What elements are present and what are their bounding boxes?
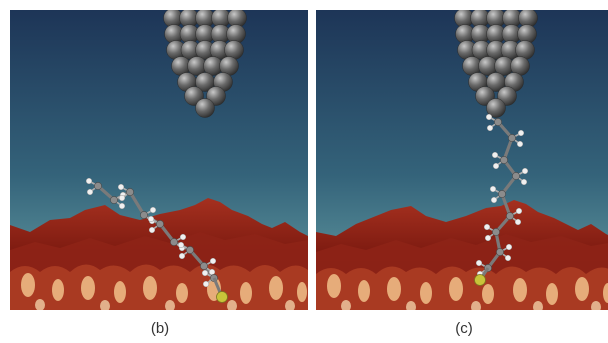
panel-b <box>10 10 308 310</box>
carbon-atom <box>512 172 520 180</box>
hydrogen-atom <box>148 226 156 234</box>
hydrogen-atom <box>85 177 93 185</box>
hydrogen-atom <box>208 268 216 276</box>
sulfur-atom <box>474 274 486 286</box>
afm-tip <box>163 10 247 118</box>
tip-atom <box>486 98 506 118</box>
carbon-atom <box>500 156 508 164</box>
hydrogen-atom <box>505 243 513 251</box>
hydrogen-atom <box>177 241 185 249</box>
hydrogen-atom <box>515 207 523 215</box>
hydrogen-atom <box>179 233 187 241</box>
carbon-atom <box>186 246 194 254</box>
molecule <box>474 113 529 286</box>
tip-atom <box>195 98 215 118</box>
panel-b-caption: (b) <box>150 320 170 337</box>
hydrogen-atom <box>504 254 512 262</box>
hydrogen-atom <box>209 257 217 265</box>
carbon-atom <box>498 190 506 198</box>
hydrogen-atom <box>517 129 525 137</box>
hydrogen-atom <box>486 124 494 132</box>
hydrogen-atom <box>492 162 500 170</box>
panel-c <box>316 10 608 310</box>
carbon-atom <box>110 196 118 204</box>
panel-c-scene <box>316 10 608 310</box>
hydrogen-atom <box>147 215 155 223</box>
carbon-atom <box>156 220 164 228</box>
hydrogen-atom <box>178 252 186 260</box>
hydrogen-atom <box>484 234 492 242</box>
hydrogen-atom <box>520 178 528 186</box>
afm-tip <box>454 10 538 118</box>
sulfur-atom <box>216 291 228 303</box>
hydrogen-atom <box>475 259 483 267</box>
hydrogen-atom <box>201 269 209 277</box>
carbon-atom <box>200 262 208 270</box>
carbon-atom <box>126 188 134 196</box>
carbon-atom <box>492 228 500 236</box>
carbon-atom <box>508 134 516 142</box>
hydrogen-atom <box>86 188 94 196</box>
hydrogen-atom <box>483 223 491 231</box>
hydrogen-atom <box>118 202 126 210</box>
panel-c-caption: (c) <box>455 320 473 337</box>
surface <box>10 198 308 310</box>
carbon-atom <box>170 238 178 246</box>
hydrogen-atom <box>117 183 125 191</box>
carbon-atom <box>494 118 502 126</box>
hydrogen-atom <box>202 280 210 288</box>
hydrogen-atom <box>118 194 126 202</box>
hydrogen-atom <box>491 151 499 159</box>
panel-b-scene <box>10 10 308 310</box>
carbon-atom <box>94 182 102 190</box>
hydrogen-atom <box>516 140 524 148</box>
carbon-atom <box>496 248 504 256</box>
molecule <box>85 177 228 303</box>
carbon-atom <box>140 211 148 219</box>
hydrogen-atom <box>490 196 498 204</box>
surface <box>316 200 608 310</box>
hydrogen-atom <box>514 218 522 226</box>
carbon-atom <box>506 212 514 220</box>
hydrogen-atom <box>521 167 529 175</box>
hydrogen-atom <box>489 185 497 193</box>
hydrogen-atom <box>149 206 157 214</box>
hydrogen-atom <box>485 113 493 121</box>
